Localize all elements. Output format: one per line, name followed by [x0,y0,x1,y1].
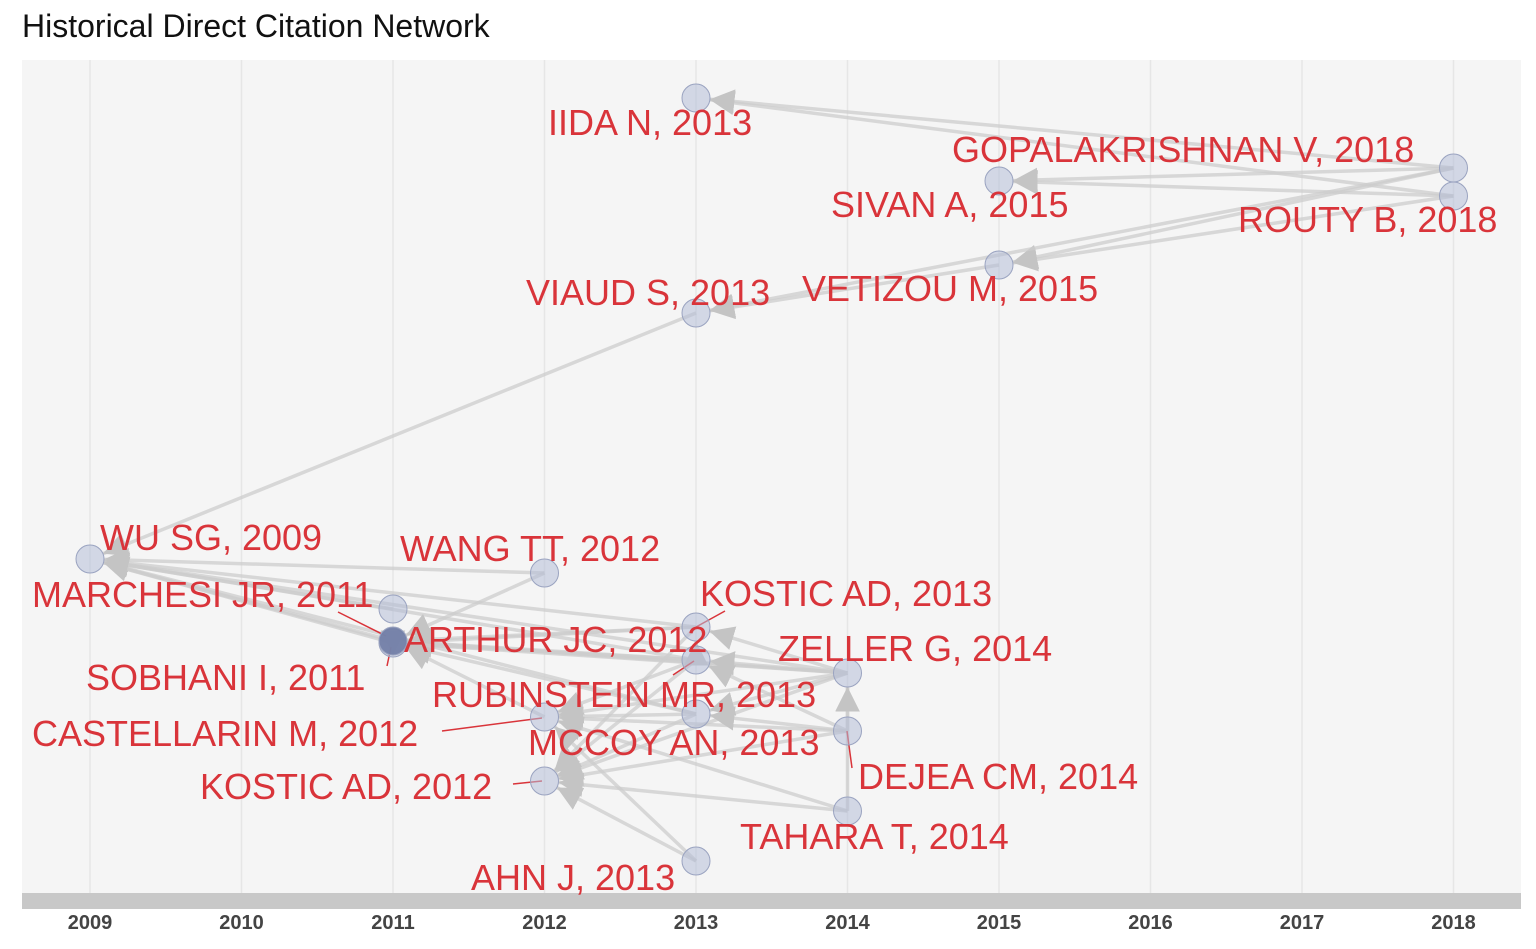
tick-label-2017: 2017 [1280,912,1325,934]
label-marchesi: MARCHESI JR, 2011 [32,574,373,615]
label-gopal: GOPALAKRISHNAN V, 2018 [952,129,1414,170]
edge-viaud-to-wu [102,311,697,556]
edge-ahn-to-kostic12 [556,785,697,863]
label-iida: IIDA N, 2013 [548,102,752,143]
label-arthur: ARTHUR JC, 2012 [404,619,707,660]
edge-tahara-to-castellarin [557,716,849,813]
node-kostic12[interactable] [530,766,559,796]
edge-rubinstein-to-arthur [406,632,697,662]
label-routy: ROUTY B, 2018 [1238,199,1497,240]
node-wang[interactable] [530,558,559,588]
label-viaud: VIAUD S, 2013 [526,272,770,313]
tick-label-2014: 2014 [825,912,870,934]
edge-routy-to-sivan [1012,170,1454,198]
tick-label-2016: 2016 [1128,912,1173,934]
label-leader-lines [337,610,853,785]
node-routy[interactable] [1439,181,1468,211]
edge-tahara-to-kostic12 [558,772,848,813]
edge-kostic13-to-arthur [406,625,697,654]
label-dejea: DEJEA CM, 2014 [858,756,1138,797]
tick-label-2010: 2010 [219,912,264,934]
edge-gopal-to-iida [709,89,1454,170]
label-zeller: ZELLER G, 2014 [778,628,1052,669]
label-sivan: SIVAN A, 2015 [831,184,1068,225]
tick-label-2018: 2018 [1431,912,1476,934]
node-tahara[interactable] [833,796,862,826]
label-sobhani: SOBHANI I, 2011 [86,657,365,698]
label-wu: WU SG, 2009 [100,517,322,558]
node-castellarin[interactable] [530,702,559,732]
edge-kostic13-to-kostic12 [553,625,698,773]
leader-marchesi [337,611,387,637]
edge-zeller-to-kostic13 [708,626,849,675]
tick-label-2012: 2012 [522,912,567,934]
year-tick-labels: 2009 2010 2011 2012 2013 2014 2015 2016 2017 2018 [68,912,1476,934]
edge-zeller-to-castellarin [558,671,848,724]
node-ahn[interactable] [681,846,711,876]
node-iida[interactable] [681,83,711,113]
tick-label-2013: 2013 [674,912,719,934]
label-rubinstein: RUBINSTEIN MR, 2013 [432,674,816,715]
edge-wang-to-sobhani [405,571,546,637]
edge-zeller-to-mccoy [709,671,848,716]
plot-panel [22,60,1521,893]
edge-vetizou-to-viaud [709,263,1000,320]
node-wu[interactable] [75,544,105,574]
paper-labels: IIDA N, 2013 GOPALAKRISHNAN V, 2018 SIVAN … [32,102,1497,898]
chart-title: Historical Direct Citation Network [22,8,490,44]
node-sivan[interactable] [984,166,1014,196]
label-tahara: TAHARA T, 2014 [740,816,1009,857]
edge-wang-to-wu [103,547,545,575]
label-ahn: AHN J, 2013 [471,857,675,898]
label-mccoy: MCCOY AN, 2013 [528,722,819,763]
edge-zeller-to-rubinstein [709,651,848,676]
edge-routy-to-iida [709,90,1454,198]
node-zeller[interactable] [833,658,862,688]
edge-routy-to-vetizou [1012,194,1454,272]
leader-castellarin [441,717,543,732]
edge-dejea-to-kostic12 [558,729,848,787]
node-mccoy[interactable] [681,699,711,729]
node-kostic13[interactable] [681,612,711,642]
node-rubinstein[interactable] [681,645,711,675]
edge-dejea-to-rubinstein [707,664,849,733]
label-kostic13: KOSTIC AD, 2013 [700,573,992,614]
node-sobhani[interactable] [378,626,408,656]
node-dejea[interactable] [833,716,862,746]
edge-kostic13-to-wu [103,551,697,629]
node-vetizou[interactable] [984,250,1014,280]
axis-bar [22,893,1521,909]
tick-label-2011: 2011 [371,912,414,934]
tick-label-2009: 2009 [68,912,113,934]
node-marchesi[interactable] [378,594,408,624]
tick-label-2015: 2015 [977,912,1022,934]
node-gopal[interactable] [1439,153,1468,183]
node-viaud[interactable] [681,298,711,328]
label-castellarin: CASTELLARIN M, 2012 [32,713,418,754]
paper-nodes [75,83,1468,876]
edge-gopal-to-viaud [709,166,1454,318]
label-vetizou: VETIZOU M, 2015 [802,268,1098,309]
label-wang: WANG TT, 2012 [400,528,660,569]
edge-gopal-to-sivan [1012,166,1454,193]
year-gridlines [89,60,1455,893]
edge-dejea-to-mccoy [709,706,848,733]
label-kostic12: KOSTIC AD, 2012 [200,766,492,807]
